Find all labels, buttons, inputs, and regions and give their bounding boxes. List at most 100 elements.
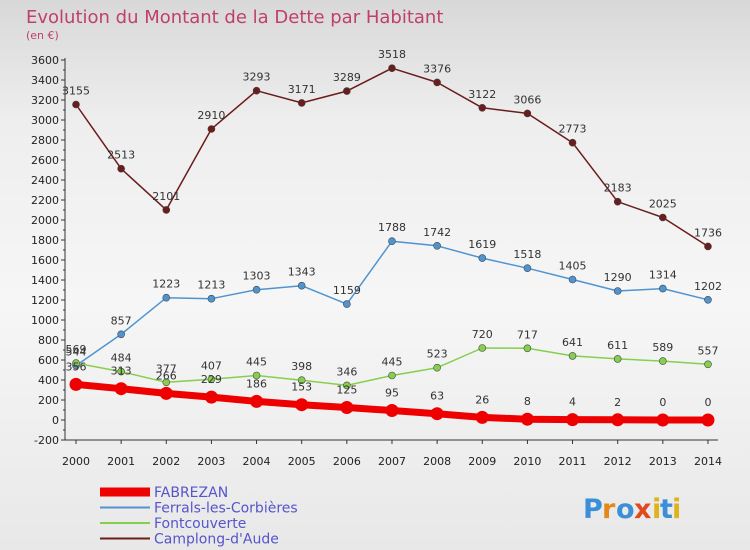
data-point-camplong-d-aude xyxy=(252,86,261,95)
data-label-ferrals-les-corbi-res: 1518 xyxy=(513,248,541,261)
data-point-ferrals-les-corbi-res xyxy=(523,264,532,273)
data-label-camplong-d-aude: 3171 xyxy=(288,83,316,96)
y-tick-label: 800 xyxy=(38,334,59,347)
y-tick-label: -200 xyxy=(34,434,59,447)
data-point-camplong-d-aude xyxy=(162,206,171,214)
data-label-camplong-d-aude: 2513 xyxy=(107,149,135,162)
data-label-ferrals-les-corbi-res: 544 xyxy=(66,346,87,359)
data-label-ferrals-les-corbi-res: 1159 xyxy=(333,284,361,297)
legend-label: Ferrals-les-Corbières xyxy=(154,501,298,517)
data-point-fontcouverte xyxy=(117,367,125,376)
data-label-camplong-d-aude: 3122 xyxy=(468,88,496,101)
data-point-ferrals-les-corbi-res xyxy=(388,237,396,245)
data-label-fabrezan: 125 xyxy=(336,384,357,397)
data-point-ferrals-les-corbi-res xyxy=(613,287,622,295)
data-point-fabrezan xyxy=(520,412,534,426)
svg-text:o: o xyxy=(616,494,635,525)
data-point-camplong-d-aude xyxy=(659,213,667,222)
x-tick-label: 2006 xyxy=(333,455,361,468)
data-point-fabrezan xyxy=(295,398,309,412)
data-point-camplong-d-aude xyxy=(704,242,712,251)
data-point-camplong-d-aude xyxy=(207,125,216,133)
y-tick-label: 2600 xyxy=(31,154,59,167)
data-label-fabrezan: 2 xyxy=(614,396,621,409)
y-tick-label: 2000 xyxy=(31,214,59,227)
data-label-camplong-d-aude: 2025 xyxy=(649,198,677,211)
x-tick-label: 2013 xyxy=(649,455,677,468)
data-point-fabrezan xyxy=(656,413,670,427)
data-label-camplong-d-aude: 1736 xyxy=(694,226,722,239)
data-point-camplong-d-aude xyxy=(613,197,622,206)
data-point-camplong-d-aude xyxy=(478,104,487,112)
data-label-camplong-d-aude: 3376 xyxy=(423,62,451,75)
data-point-ferrals-les-corbi-res xyxy=(252,285,261,294)
data-label-fontcouverte: 346 xyxy=(336,365,357,378)
data-label-ferrals-les-corbi-res: 1213 xyxy=(197,279,225,292)
data-label-ferrals-les-corbi-res: 857 xyxy=(111,314,132,327)
y-axis: -200 0 200 400 600 800 1000 1200 1400 1600 1800 200… xyxy=(31,54,66,447)
data-label-fabrezan: 186 xyxy=(246,377,267,390)
y-tick-label: 1400 xyxy=(31,274,59,287)
data-point-fontcouverte xyxy=(297,376,306,385)
data-point-fontcouverte xyxy=(433,363,441,372)
data-label-fontcouverte: 407 xyxy=(201,359,222,372)
data-label-fabrezan: 8 xyxy=(524,395,531,408)
data-point-camplong-d-aude xyxy=(568,138,577,147)
data-label-ferrals-les-corbi-res: 1343 xyxy=(288,266,316,279)
x-tick-label: 2001 xyxy=(107,455,135,468)
svg-text:i: i xyxy=(652,494,661,525)
x-tick-label: 2010 xyxy=(513,455,541,468)
data-point-fabrezan xyxy=(701,413,715,427)
svg-text:x: x xyxy=(634,494,651,525)
data-point-fabrezan xyxy=(475,410,489,424)
data-point-camplong-d-aude xyxy=(388,64,396,72)
data-label-ferrals-les-corbi-res: 1303 xyxy=(243,270,271,283)
y-tick-label: 1800 xyxy=(31,234,59,247)
y-tick-label: 2400 xyxy=(31,174,59,187)
data-point-camplong-d-aude xyxy=(297,99,306,107)
x-tick-label: 2005 xyxy=(288,455,316,468)
data-point-ferrals-les-corbi-res xyxy=(207,294,216,303)
series-points xyxy=(69,64,715,427)
svg-text:P: P xyxy=(583,494,603,525)
data-label-camplong-d-aude: 2101 xyxy=(152,190,180,203)
data-label-fontcouverte: 720 xyxy=(472,328,493,341)
y-tick-label: 3600 xyxy=(31,54,59,67)
data-point-fontcouverte xyxy=(162,378,171,387)
data-point-fabrezan xyxy=(159,386,173,400)
data-label-fabrezan: 266 xyxy=(156,369,177,382)
data-point-camplong-d-aude xyxy=(343,87,351,95)
data-label-fontcouverte: 523 xyxy=(427,348,448,361)
data-point-camplong-d-aude xyxy=(117,164,125,173)
data-label-fabrezan: 95 xyxy=(385,387,399,400)
data-label-fabrezan: 313 xyxy=(111,365,132,378)
legend-label: Fontcouverte xyxy=(154,516,246,532)
x-tick-label: 2007 xyxy=(378,455,406,468)
svg-text:r: r xyxy=(602,494,616,525)
data-point-fontcouverte xyxy=(659,357,667,365)
y-tick-label: 0 xyxy=(52,414,59,427)
y-tick-label: 3200 xyxy=(31,94,59,107)
data-label-camplong-d-aude: 2183 xyxy=(604,182,632,195)
data-point-ferrals-les-corbi-res xyxy=(568,275,577,284)
data-point-fabrezan xyxy=(340,401,354,414)
svg-text:i: i xyxy=(672,494,681,525)
x-tick-label: 2008 xyxy=(423,455,451,468)
y-tick-label: 600 xyxy=(38,354,59,367)
series-line-camplong-d-aude xyxy=(75,67,709,248)
data-label-fabrezan: 26 xyxy=(475,393,489,406)
data-point-fabrezan xyxy=(385,404,399,417)
data-point-fabrezan xyxy=(566,413,580,427)
x-tick-label: 2004 xyxy=(243,455,271,468)
data-label-fontcouverte: 641 xyxy=(562,336,583,349)
data-label-fabrezan: 356 xyxy=(66,360,87,373)
data-label-fabrezan: 0 xyxy=(659,396,666,409)
data-point-fabrezan xyxy=(250,394,264,408)
data-point-ferrals-les-corbi-res xyxy=(162,293,171,302)
y-tick-label: 1600 xyxy=(31,254,59,267)
data-label-fontcouverte: 377 xyxy=(156,362,177,375)
data-label-ferrals-les-corbi-res: 1314 xyxy=(649,269,677,282)
data-label-camplong-d-aude: 3155 xyxy=(62,85,90,98)
data-point-fabrezan xyxy=(204,390,218,404)
